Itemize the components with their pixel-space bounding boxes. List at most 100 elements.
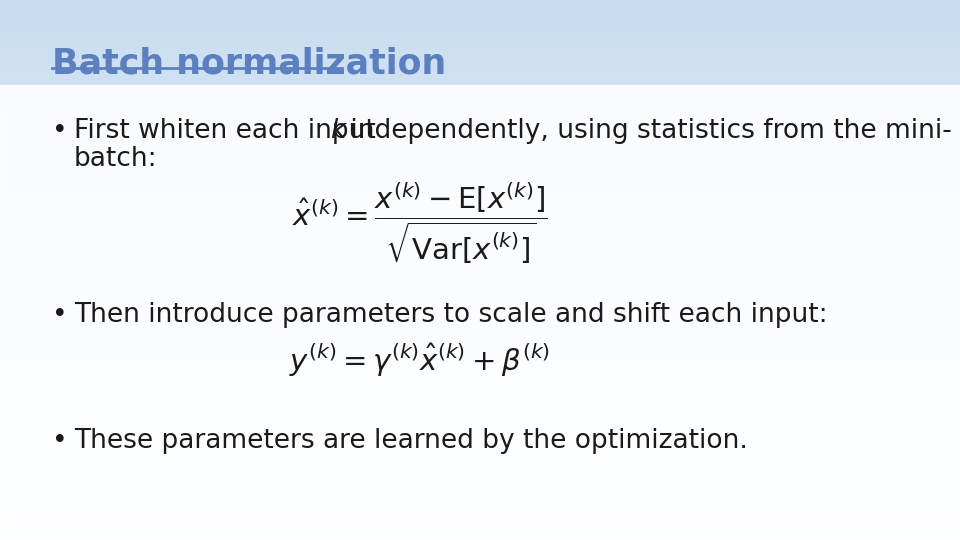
Bar bbox=[0, 470, 960, 471]
Bar bbox=[0, 139, 960, 140]
Bar bbox=[0, 362, 960, 363]
Bar bbox=[0, 261, 960, 263]
Bar bbox=[0, 313, 960, 315]
Bar bbox=[0, 304, 960, 306]
Bar bbox=[0, 497, 960, 498]
Bar bbox=[0, 135, 960, 137]
Bar bbox=[0, 272, 960, 274]
Bar bbox=[0, 221, 960, 223]
Bar bbox=[0, 31, 960, 32]
Bar bbox=[0, 299, 960, 301]
Bar bbox=[0, 525, 960, 528]
Bar bbox=[0, 340, 960, 342]
Bar bbox=[0, 193, 960, 194]
Bar bbox=[0, 436, 960, 437]
Bar bbox=[0, 164, 960, 166]
Bar bbox=[0, 308, 960, 309]
Bar bbox=[0, 482, 960, 484]
Bar bbox=[0, 2, 960, 4]
Bar bbox=[0, 351, 960, 353]
Bar bbox=[0, 234, 960, 236]
Bar bbox=[0, 120, 960, 123]
Bar bbox=[0, 238, 960, 239]
Bar bbox=[0, 479, 960, 481]
Bar bbox=[0, 382, 960, 383]
Text: •: • bbox=[52, 118, 67, 144]
Bar bbox=[0, 447, 960, 448]
Bar bbox=[0, 306, 960, 308]
Bar bbox=[0, 363, 960, 366]
Bar bbox=[0, 167, 960, 169]
Bar bbox=[0, 85, 960, 86]
Bar bbox=[0, 414, 960, 416]
Bar bbox=[0, 417, 960, 420]
Bar bbox=[0, 312, 960, 313]
Bar bbox=[0, 32, 960, 34]
Bar bbox=[0, 180, 960, 182]
Bar bbox=[0, 250, 960, 252]
Bar bbox=[0, 254, 960, 255]
Bar bbox=[0, 529, 960, 531]
Bar bbox=[0, 49, 960, 50]
Bar bbox=[0, 344, 960, 346]
Bar bbox=[0, 277, 960, 279]
Bar bbox=[0, 328, 960, 329]
Bar bbox=[0, 117, 960, 119]
Bar bbox=[0, 441, 960, 443]
Bar bbox=[0, 326, 960, 328]
Bar bbox=[0, 216, 960, 218]
Bar bbox=[0, 450, 960, 452]
Bar bbox=[0, 265, 960, 266]
Bar bbox=[0, 508, 960, 509]
Bar bbox=[0, 12, 960, 15]
Bar bbox=[0, 378, 960, 380]
Bar bbox=[0, 285, 960, 286]
Bar bbox=[0, 79, 960, 81]
Bar bbox=[0, 153, 960, 155]
Bar bbox=[0, 536, 960, 538]
Bar bbox=[0, 366, 960, 367]
Bar bbox=[0, 85, 960, 540]
Bar bbox=[0, 506, 960, 508]
Bar bbox=[0, 393, 960, 394]
Bar bbox=[0, 380, 960, 382]
Bar bbox=[0, 0, 960, 2]
Bar bbox=[0, 90, 960, 92]
Bar bbox=[0, 333, 960, 335]
Text: Then introduce parameters to scale and shift each input:: Then introduce parameters to scale and s… bbox=[74, 302, 828, 328]
Bar bbox=[0, 448, 960, 450]
Bar bbox=[0, 101, 960, 103]
Bar bbox=[0, 400, 960, 401]
Bar bbox=[0, 444, 960, 447]
Bar bbox=[0, 96, 960, 97]
Bar bbox=[0, 407, 960, 409]
Bar bbox=[0, 464, 960, 466]
Bar bbox=[0, 228, 960, 231]
Bar bbox=[0, 9, 960, 11]
Bar bbox=[0, 425, 960, 427]
Bar bbox=[0, 178, 960, 180]
Bar bbox=[0, 324, 960, 326]
Bar bbox=[0, 110, 960, 112]
Bar bbox=[0, 232, 960, 234]
Bar bbox=[0, 511, 960, 513]
Bar bbox=[0, 421, 960, 423]
Bar bbox=[0, 218, 960, 220]
Bar bbox=[0, 27, 960, 29]
Bar bbox=[0, 252, 960, 254]
Bar bbox=[0, 484, 960, 486]
Bar bbox=[0, 61, 960, 63]
Bar bbox=[0, 355, 960, 356]
Bar bbox=[0, 520, 960, 522]
Bar bbox=[0, 502, 960, 504]
Bar bbox=[0, 401, 960, 403]
Bar bbox=[0, 187, 960, 189]
Bar bbox=[0, 358, 960, 360]
Bar bbox=[0, 286, 960, 288]
Bar bbox=[0, 336, 960, 339]
Bar bbox=[0, 474, 960, 475]
Text: •: • bbox=[52, 428, 67, 454]
Text: $\hat{x}^{(k)} = \dfrac{x^{(k)} - \mathrm{E}[x^{(k)}]}{\sqrt{\mathrm{Var}[x^{(k): $\hat{x}^{(k)} = \dfrac{x^{(k)} - \mathr… bbox=[292, 180, 548, 265]
Bar bbox=[0, 376, 960, 378]
Bar bbox=[0, 279, 960, 281]
